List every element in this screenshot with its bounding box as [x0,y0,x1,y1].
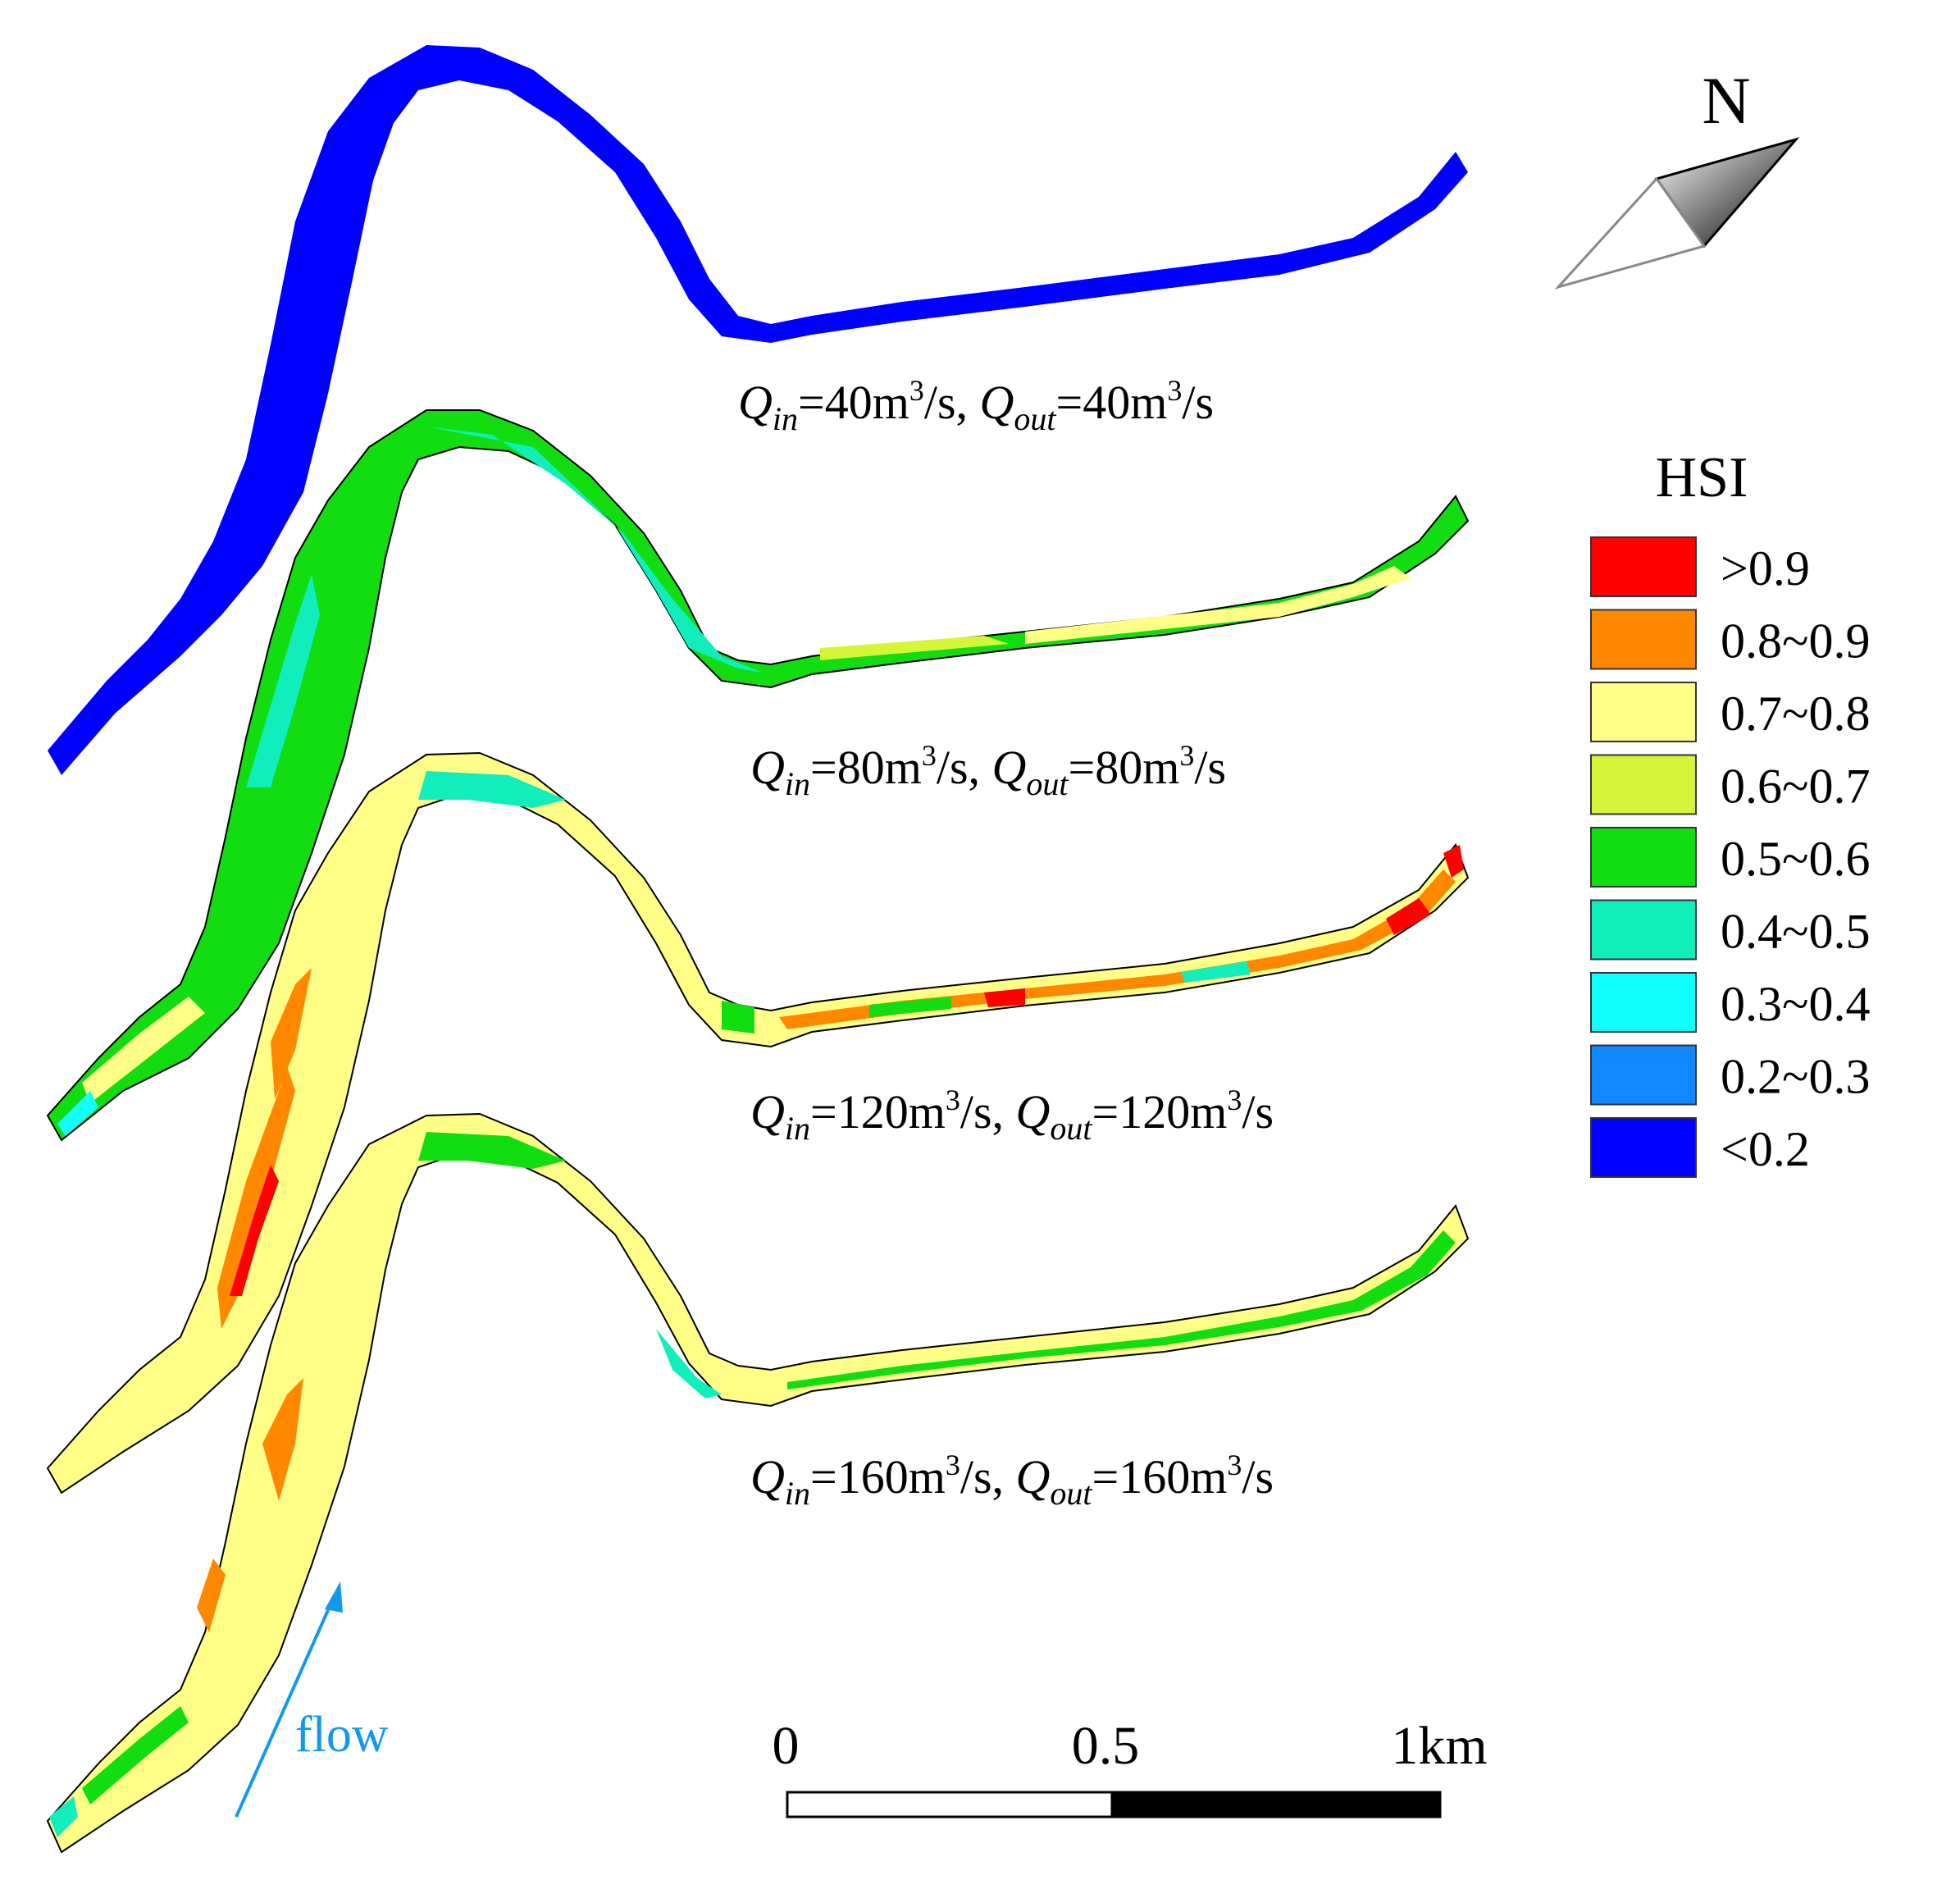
legend-label-2: 0.7~0.8 [1721,687,1870,741]
habitat-patch [82,1706,189,1805]
habitat-patch [656,1329,722,1399]
habitat-patch [722,1001,754,1034]
legend-swatch-2 [1590,682,1697,742]
scale-bar-black-segment [1110,1791,1442,1818]
habitat-patch [426,427,763,673]
legend-label-3: 0.6~0.7 [1721,760,1870,814]
habitat-patch [197,1558,226,1632]
legend-swatch-5 [1590,899,1697,961]
habitat-patch [49,1796,78,1837]
legend-swatch-3 [1590,754,1697,815]
legend-label-8: <0.2 [1721,1122,1810,1176]
legend-label-5: 0.4~0.5 [1721,905,1870,959]
legend-label-6: 0.3~0.4 [1721,977,1870,1031]
scale-label-end: 1km [1391,1716,1487,1776]
habitat-patch [1181,961,1251,983]
river-reach-q80 [46,409,1470,1142]
habitat-patch [984,988,1025,1007]
habitat-patch [418,771,566,808]
habitat-patch [271,968,312,1099]
habitat-patch [820,636,1009,660]
flow-arrow-shaft [235,1595,336,1818]
legend-swatch-7 [1590,1044,1697,1106]
habitat-patch [869,997,951,1017]
scale-label-mid: 0.5 [1072,1716,1140,1776]
legend-label-4: 0.5~0.6 [1721,832,1870,886]
habitat-patch [779,869,1456,1029]
scenario-label-q120: Qin=120m3/s, Qout=120m3/s [750,1084,1274,1147]
flow-indicator: flow [235,1581,389,1818]
legend-swatch-4 [1590,827,1697,888]
north-arrow-light-half [1554,176,1707,290]
river-reach-q160 [46,1112,1470,1854]
river-reach-q120 [46,751,1470,1494]
legend-label-7: 0.2~0.3 [1721,1050,1870,1104]
scale-bar: 0 0.5 1km [773,1716,1488,1818]
habitat-patch [82,997,205,1103]
legend-swatch-6 [1590,972,1697,1033]
scenario-label-q80: Qin=80m3/s, Qout=80m3/s [750,739,1226,802]
legend-label-0: >0.9 [1721,541,1810,595]
habitat-patch [217,1066,295,1329]
north-arrow: N [1554,63,1800,290]
legend-label-1: 0.8~0.9 [1721,614,1870,668]
north-label: N [1702,63,1750,138]
scale-label-0: 0 [773,1716,800,1776]
legend-swatch-8 [1590,1117,1697,1178]
habitat-patch [230,1165,279,1296]
habitat-patch [246,574,320,787]
legend-swatch-1 [1590,609,1697,670]
scenario-labels: Qin=40m3/s, Qout=40m3/s Qin=80m3/s, Qout… [738,374,1274,1512]
legend-title: HSI [1656,446,1748,509]
habitat-patch [1386,898,1431,935]
legend: HSI >0.9 0.8~0.9 0.7~0.8 0.6~0.7 0.5~0.6 0.4~… [1590,446,1870,1178]
habitat-patch [57,1091,98,1136]
habitat-patch [418,1132,566,1169]
habitat-patch [787,1230,1456,1389]
river-channel-q80 [46,409,1470,1142]
habitat-patch [1443,845,1464,878]
habitat-patch [262,1378,303,1501]
habitat-patch [1025,566,1411,644]
flow-label: flow [295,1707,389,1763]
legend-swatch-0 [1590,536,1697,597]
scenario-label-q160: Qin=160m3/s, Qout=160m3/s [750,1449,1274,1512]
flow-arrow-head [325,1581,343,1613]
river-channel-q160 [46,1112,1470,1854]
scenario-label-q40: Qin=40m3/s, Qout=40m3/s [738,374,1214,437]
scale-bar-white-segment [786,1791,1114,1818]
